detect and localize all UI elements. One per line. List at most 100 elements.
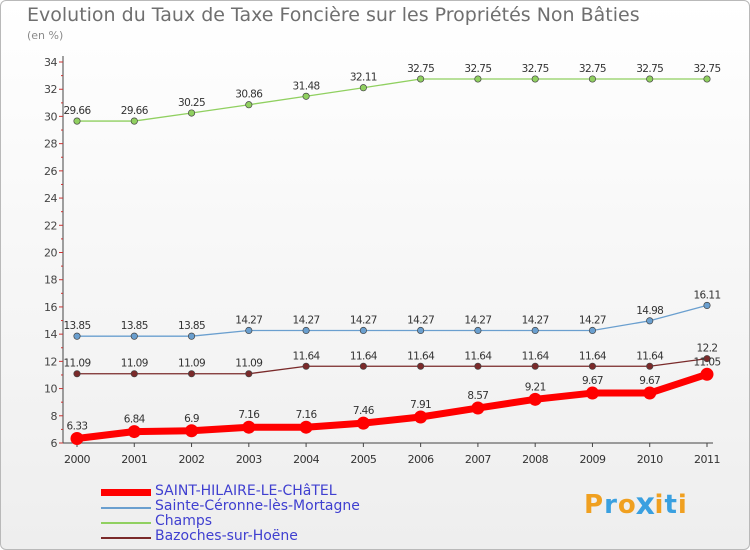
- data-point: [127, 425, 141, 439]
- logo-letter: i: [654, 490, 665, 520]
- logo-letter: i: [677, 490, 688, 520]
- data-label: 29.66: [63, 105, 91, 117]
- y-tick-label: 32: [44, 83, 57, 96]
- logo-letter: x: [635, 487, 656, 523]
- legend-swatch: [101, 507, 151, 509]
- data-label: 30.25: [178, 97, 205, 109]
- line-chart: 6 8 10 12 14 16 18 20 22 24 26 28 30 32 34 2000 2001 2002…: [44, 56, 721, 466]
- data-point: [414, 410, 428, 424]
- legend-label: Champs: [155, 513, 213, 529]
- data-label: 11.09: [63, 358, 90, 370]
- data-label: 14.27: [579, 314, 606, 326]
- series-line: [77, 304, 708, 337]
- data-point: [245, 326, 253, 335]
- data-label: 14.98: [636, 305, 663, 317]
- data-label: 11.64: [407, 350, 435, 362]
- data-label: 32.75: [579, 63, 606, 75]
- data-point: [585, 386, 599, 400]
- x-tick-label: 2001: [121, 453, 147, 466]
- data-label: 11.64: [636, 350, 664, 362]
- y-tick-label: 24: [44, 192, 57, 205]
- y-tick-label: 18: [44, 274, 57, 287]
- data-point: [187, 109, 196, 117]
- x-tick-label: 2004: [293, 453, 319, 466]
- data-point: [359, 84, 367, 92]
- data-point: [474, 326, 482, 335]
- data-label: 6.33: [67, 421, 88, 433]
- series-line: [77, 78, 707, 122]
- y-tick-label: 12: [44, 355, 57, 368]
- data-point: [588, 326, 597, 335]
- y-tick-label: 16: [44, 301, 57, 314]
- logo-letter: P: [584, 490, 605, 520]
- data-point: [700, 367, 714, 381]
- data-point: [646, 362, 654, 370]
- data-point: [73, 117, 81, 125]
- y-tick-label: 8: [51, 410, 58, 423]
- data-point: [417, 362, 425, 370]
- data-point: [359, 326, 367, 335]
- data-label: 7.46: [353, 405, 375, 417]
- data-label: 32.75: [693, 63, 720, 75]
- data-label: 11.64: [522, 350, 550, 362]
- data-point: [474, 362, 482, 370]
- data-point: [531, 75, 539, 83]
- data-point: [302, 326, 310, 335]
- x-tick-label: 2006: [408, 453, 434, 466]
- data-label: 6.9: [184, 413, 199, 425]
- y-tick-label: 28: [44, 138, 57, 151]
- x-tick-label: 2007: [465, 453, 491, 466]
- data-point: [474, 75, 482, 83]
- unit-label: (en %): [27, 29, 64, 42]
- series-line: [76, 370, 709, 442]
- data-point: [187, 332, 196, 340]
- data-label: 32.75: [407, 63, 434, 75]
- data-label: 7.91: [410, 399, 431, 411]
- data-point: [646, 75, 654, 83]
- data-point: [302, 362, 310, 370]
- series-line: [77, 357, 708, 375]
- data-label: 32.75: [636, 63, 663, 75]
- data-label: 9.21: [525, 381, 546, 393]
- data-label: 9.67: [639, 375, 660, 387]
- data-label: 32.75: [464, 63, 491, 75]
- data-label: 14.27: [235, 314, 262, 326]
- data-label: 14.27: [407, 314, 434, 326]
- data-point: [130, 117, 138, 125]
- data-point: [130, 332, 138, 340]
- legend-label: Bazoches-sur-Hoëne: [155, 528, 298, 544]
- x-tick-label: 2009: [579, 453, 605, 466]
- x-tick-label: 2010: [637, 453, 663, 466]
- data-label: 11.64: [579, 350, 607, 362]
- data-point: [417, 326, 425, 335]
- data-point: [646, 317, 654, 325]
- x-tick-label: 2008: [522, 453, 548, 466]
- data-point: [185, 424, 199, 438]
- data-label: 7.16: [296, 409, 318, 421]
- logo-letter: o: [617, 490, 637, 520]
- data-point: [242, 420, 256, 434]
- data-point: [245, 370, 253, 378]
- data-point: [356, 416, 370, 430]
- data-point: [531, 362, 539, 370]
- x-tick-label: 2003: [236, 453, 262, 466]
- data-label: 13.85: [63, 320, 90, 332]
- data-label: 8.57: [467, 390, 488, 402]
- data-label: 32.75: [522, 63, 549, 75]
- data-label: 11.09: [178, 358, 205, 370]
- y-tick-label: 26: [44, 165, 57, 178]
- data-point: [299, 420, 313, 434]
- data-label: 11.05: [693, 356, 720, 368]
- y-tick-label: 34: [44, 56, 57, 69]
- y-tick-label: 14: [44, 328, 57, 341]
- legend-swatch: [101, 537, 151, 539]
- data-point: [417, 75, 425, 83]
- data-label: 9.67: [582, 375, 603, 387]
- data-label: 29.66: [121, 105, 149, 117]
- data-point: [187, 370, 196, 378]
- data-label: 13.85: [178, 320, 205, 332]
- data-label: 12.2: [697, 343, 718, 355]
- y-tick-label: 10: [44, 383, 57, 396]
- data-point: [302, 92, 310, 100]
- data-label: 14.27: [350, 314, 377, 326]
